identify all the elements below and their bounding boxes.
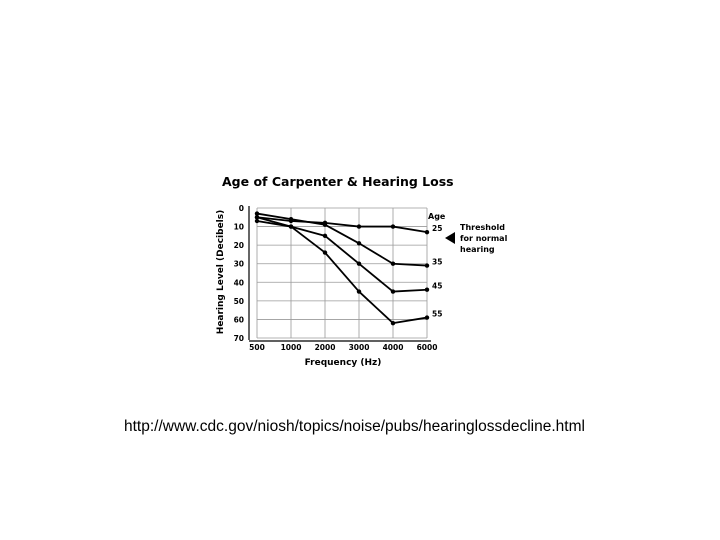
data-point-age-25: [424, 229, 430, 235]
x-tick-label: 1000: [281, 343, 302, 352]
y-axis-label: Hearing Level (Decibels): [216, 210, 226, 334]
data-point-age-35: [322, 222, 328, 227]
x-tick-label: 2000: [315, 343, 336, 352]
x-axis-label: Frequency (Hz): [305, 358, 382, 368]
chart-svg: Age of Carpenter & Hearing Loss Hearing …: [216, 174, 508, 368]
series-label-age-45: 45: [432, 282, 442, 291]
data-point-age-45: [424, 287, 430, 292]
data-point-age-55: [322, 250, 328, 255]
y-tick-label: 40: [234, 278, 244, 287]
data-point-age-45: [390, 289, 396, 294]
y-tick-label: 50: [234, 297, 244, 306]
x-tick-label: 6000: [417, 343, 438, 352]
series-label-age-35: 35: [432, 258, 442, 267]
y-tick-label: 30: [234, 260, 244, 269]
data-point-age-35: [356, 241, 362, 246]
y-tick-label: 20: [234, 241, 244, 250]
series-layer: [254, 211, 430, 326]
data-point-age-55: [424, 315, 430, 320]
x-tick-label: 500: [249, 343, 265, 352]
data-point-age-55: [390, 320, 396, 326]
data-point-age-35: [254, 211, 260, 216]
legend-title: Age: [428, 212, 446, 221]
x-tick-labels: 500 1000 2000 3000 4000 6000: [249, 343, 437, 352]
data-point-age-45: [322, 233, 328, 239]
x-tick-label: 4000: [383, 343, 404, 352]
series-line-age-55: [256, 220, 428, 325]
data-point-age-35: [424, 263, 430, 268]
chart-title: Age of Carpenter & Hearing Loss: [222, 174, 454, 189]
threshold-annotation: Threshold for normal hearing: [460, 223, 508, 254]
series-label-age-25: 25: [432, 224, 442, 233]
series-labels: 25 35 45 55: [432, 224, 442, 318]
y-tick-label: 60: [234, 315, 244, 324]
source-url: http://www.cdc.gov/niosh/topics/noise/pu…: [124, 418, 585, 435]
x-tick-label: 3000: [349, 343, 370, 352]
threshold-line: for normal: [460, 234, 508, 243]
y-tick-label: 70: [234, 334, 244, 343]
hearing-loss-chart: Age of Carpenter & Hearing Loss Hearing …: [205, 168, 525, 373]
data-point-age-35: [288, 216, 294, 222]
series-label-age-55: 55: [432, 310, 442, 319]
data-point-age-25: [390, 224, 396, 229]
data-point-age-55: [356, 289, 362, 294]
data-point-age-45: [254, 215, 260, 220]
series-line-age-35: [256, 212, 428, 267]
threshold-line: Threshold: [460, 223, 505, 232]
data-point-age-55: [254, 218, 260, 224]
data-point-age-55: [288, 224, 294, 229]
threshold-line: hearing: [460, 245, 495, 254]
data-point-age-25: [356, 224, 362, 229]
data-point-age-35: [390, 261, 396, 266]
y-tick-labels: 0 10 20 30 40 50 60 70: [234, 204, 244, 343]
series-line-age-25: [256, 216, 428, 234]
threshold-arrow-icon: [445, 232, 455, 244]
y-tick-label: 10: [234, 223, 244, 232]
y-tick-label: 0: [239, 204, 244, 213]
data-point-age-45: [356, 261, 362, 266]
